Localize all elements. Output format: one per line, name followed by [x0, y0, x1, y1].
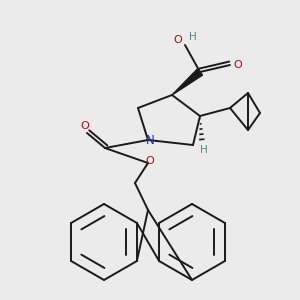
Text: O: O: [174, 35, 182, 45]
Text: H: H: [189, 32, 197, 42]
Text: O: O: [146, 156, 154, 166]
Text: O: O: [234, 60, 242, 70]
Text: N: N: [146, 134, 154, 146]
Polygon shape: [172, 69, 202, 95]
Text: H: H: [200, 145, 208, 155]
Text: O: O: [81, 121, 89, 131]
